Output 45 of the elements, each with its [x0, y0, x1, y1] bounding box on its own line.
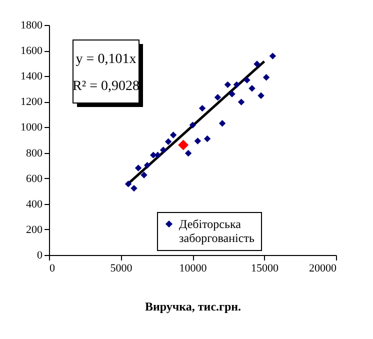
point	[198, 104, 206, 112]
point	[130, 184, 138, 192]
x-tick-label: 10000	[179, 262, 208, 274]
point	[262, 74, 270, 81]
y-tick-label: 400	[26, 198, 43, 210]
point	[218, 120, 226, 127]
x-tick-label: 5000	[110, 262, 133, 274]
point	[134, 164, 142, 172]
point	[254, 60, 260, 68]
point	[140, 172, 148, 178]
x-tick-label: 0	[50, 262, 56, 274]
y-tick-label: 1200	[20, 96, 43, 108]
legend-label: Дебіторська заборгованість	[179, 217, 255, 245]
point	[224, 81, 232, 88]
point	[248, 85, 256, 92]
point	[178, 140, 189, 150]
point	[170, 132, 177, 138]
y-tick-label: 800	[26, 147, 43, 160]
point	[124, 180, 132, 188]
annotation: y = 0,101x	[76, 52, 136, 67]
point	[238, 98, 245, 106]
point	[244, 76, 250, 84]
x-tick-label: 20000	[309, 262, 337, 274]
point	[160, 146, 167, 154]
point	[184, 150, 192, 157]
point	[204, 135, 211, 142]
y-tick-label: 1000	[20, 122, 43, 134]
point	[214, 94, 222, 101]
y-tick-label: 200	[26, 224, 43, 236]
y-tick-label: 0	[37, 250, 43, 262]
point	[228, 90, 236, 98]
point	[194, 138, 202, 144]
point	[164, 138, 172, 146]
point	[144, 162, 151, 169]
y-tick-label: 1800	[20, 20, 43, 32]
y-tick-label: 1400	[20, 70, 43, 83]
point	[189, 122, 196, 128]
y-tick-label: 600	[26, 172, 43, 185]
x-tick-label: 15000	[251, 262, 279, 274]
point	[269, 52, 276, 60]
point	[233, 81, 240, 88]
annotation: R² = 0,9028	[72, 79, 140, 94]
y-tick-label: 1600	[20, 45, 43, 58]
x-axis-title: Виручка, тис.грн.	[144, 300, 242, 314]
point	[258, 92, 264, 100]
